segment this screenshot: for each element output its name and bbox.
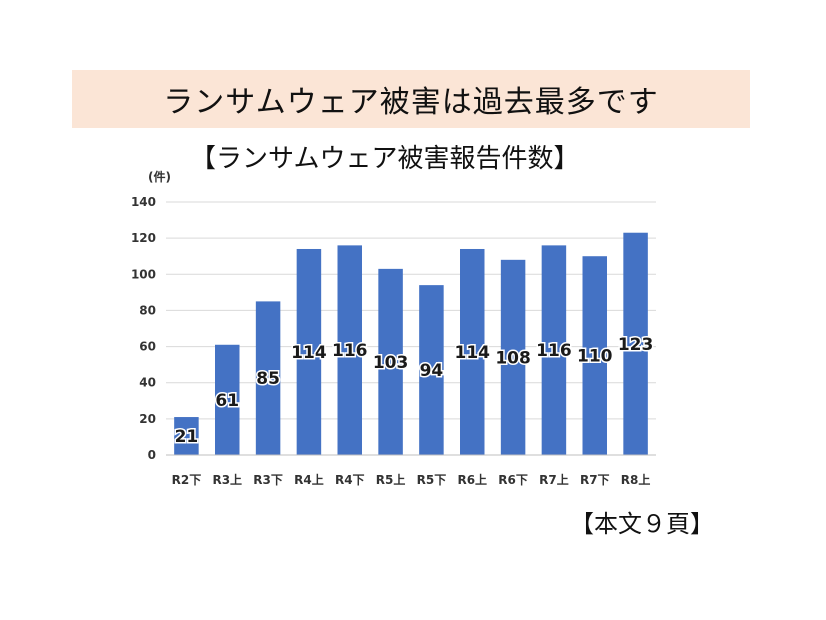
data-label: 85 bbox=[256, 369, 280, 389]
data-label: 108 bbox=[495, 348, 531, 368]
x-tick-label: R5下 bbox=[417, 473, 447, 487]
y-tick-label: 100 bbox=[131, 267, 156, 281]
data-label: 94 bbox=[420, 361, 444, 381]
bar bbox=[215, 344, 240, 455]
data-label: 114 bbox=[455, 343, 491, 363]
y-tick-label: 0 bbox=[148, 448, 156, 462]
bar bbox=[582, 256, 607, 455]
bar bbox=[174, 417, 199, 455]
y-tick-label: 80 bbox=[139, 303, 156, 317]
y-tick-label: 40 bbox=[139, 376, 156, 390]
data-label: 114 bbox=[291, 343, 327, 363]
x-tick-label: R4下 bbox=[335, 473, 365, 487]
x-tick-label: R8上 bbox=[621, 472, 651, 487]
bar bbox=[500, 259, 526, 455]
x-tick-label: R7下 bbox=[580, 473, 610, 487]
y-tick-label: 20 bbox=[139, 412, 156, 426]
data-label: 110 bbox=[577, 347, 613, 367]
y-tick-label: 120 bbox=[131, 231, 156, 245]
data-label: 123 bbox=[618, 335, 654, 355]
bar bbox=[460, 248, 485, 455]
x-tick-label: R3下 bbox=[253, 473, 283, 487]
bar bbox=[255, 301, 281, 455]
chart-title: 【ランサムウェア被害報告件数】 bbox=[190, 144, 580, 174]
bar bbox=[337, 245, 362, 455]
x-tick-label: R6下 bbox=[498, 473, 528, 487]
page-reference: 【本文９頁】 bbox=[570, 510, 714, 538]
y-tick-label: 140 bbox=[131, 195, 156, 209]
x-tick-label: R3上 bbox=[212, 472, 242, 487]
x-tick-label: R6上 bbox=[457, 472, 487, 487]
x-tick-label: R2下 bbox=[172, 473, 202, 487]
x-tick-label: R5上 bbox=[376, 472, 406, 487]
headline-text: ランサムウェア被害は過去最多です bbox=[163, 85, 659, 120]
data-label: 116 bbox=[332, 341, 368, 361]
y-axis-unit-label: (件) bbox=[148, 169, 171, 184]
data-label: 21 bbox=[175, 427, 199, 447]
y-tick-label: 60 bbox=[139, 340, 156, 354]
headline-banner: ランサムウェア被害は過去最多です bbox=[72, 70, 750, 128]
bar bbox=[623, 232, 648, 455]
data-label: 103 bbox=[373, 353, 409, 373]
bar bbox=[419, 285, 444, 455]
x-tick-label: R7上 bbox=[539, 472, 569, 487]
bar bbox=[378, 268, 403, 455]
data-label: 61 bbox=[215, 391, 239, 411]
x-tick-label: R4上 bbox=[294, 472, 324, 487]
bar bbox=[296, 248, 322, 455]
bar bbox=[541, 245, 567, 455]
data-label: 116 bbox=[536, 341, 572, 361]
